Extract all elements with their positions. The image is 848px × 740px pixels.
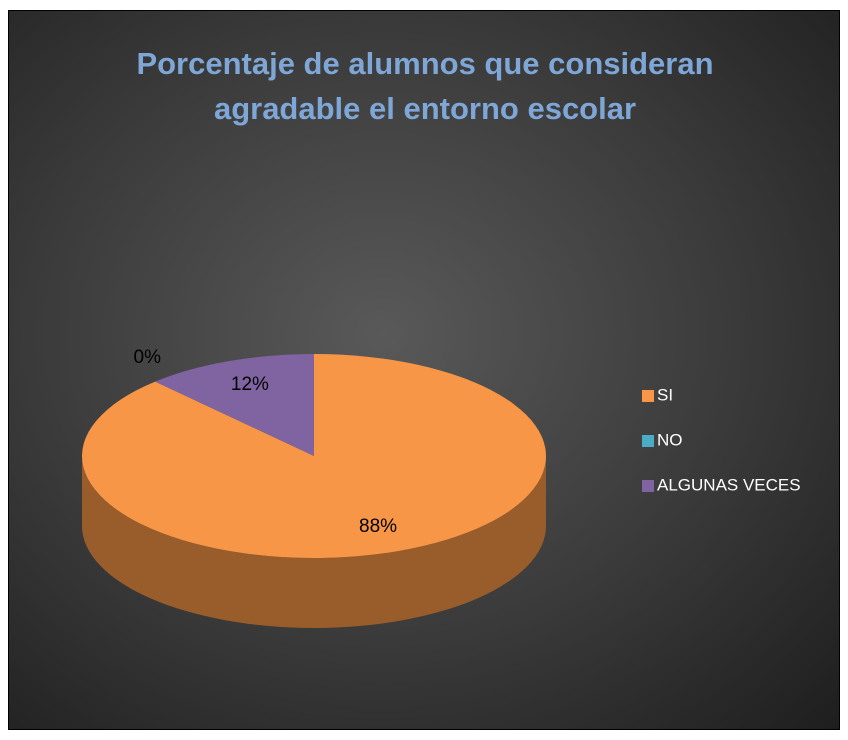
- legend-swatch: [642, 435, 654, 447]
- chart: 88% 0% 12% SI NO ALGUNAS VECES: [81, 347, 801, 628]
- legend-swatch: [642, 390, 654, 402]
- legend-label: SI: [657, 385, 673, 404]
- data-label: 12%: [231, 374, 269, 395]
- legend-label: NO: [657, 430, 683, 449]
- legend-swatch: [642, 480, 654, 492]
- pie-slice: [155, 354, 314, 456]
- data-label: 0%: [134, 347, 162, 368]
- chart-area: Porcentaje de alumnos que consideran agr…: [8, 10, 840, 730]
- chart-title: Porcentaje de alumnos que consideran agr…: [136, 46, 714, 126]
- legend-label: ALGUNAS VECES: [657, 475, 801, 494]
- pie-slice-side: [82, 456, 546, 628]
- data-label: 88%: [359, 516, 397, 537]
